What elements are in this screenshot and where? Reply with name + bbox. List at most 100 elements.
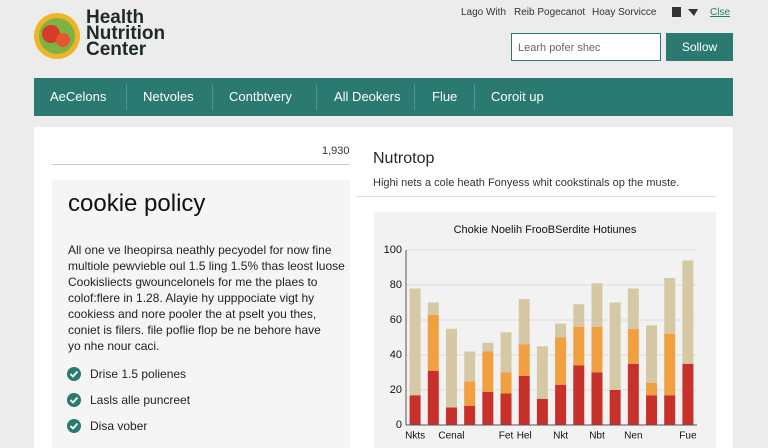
bar-segment [555, 384, 567, 425]
bar-segment [464, 405, 476, 425]
bar-segment [409, 395, 421, 425]
section-title: Nutrotop [373, 150, 435, 167]
bar-segment [555, 337, 567, 385]
page-number: 1,930 [322, 145, 350, 157]
policy-card [52, 180, 350, 448]
bar-segment [646, 325, 658, 383]
bar-segment [500, 332, 512, 373]
bar-segment [609, 302, 621, 390]
bar-segment [646, 395, 658, 425]
policy-text: All one ve lheopirsa neathly pecyodel fo… [68, 242, 348, 354]
bar-segment [609, 390, 621, 425]
x-tick-label: Cenal [438, 431, 464, 442]
x-tick-label: Nbt [589, 431, 605, 442]
x-tick-label: Nen [624, 431, 642, 442]
bar-segment [518, 299, 530, 345]
nav-separator [212, 84, 213, 110]
nav-separator [474, 84, 475, 110]
bar-segment [573, 327, 585, 366]
section-subtitle: Highi nets a cole heath Fonyess whit coo… [373, 177, 680, 189]
check-item: Lasls alle puncreet [90, 393, 191, 407]
bar-segment [409, 288, 421, 396]
nav-separator [316, 84, 317, 110]
bar-segment [646, 383, 658, 396]
bar-segment [682, 260, 694, 364]
bar-segment [627, 363, 639, 425]
bar-segment [500, 372, 512, 394]
bar-segment [591, 283, 603, 327]
policy-title: cookie policy [68, 190, 206, 217]
bar-segment [627, 328, 639, 364]
bar-segment [573, 365, 585, 425]
nav-item[interactable]: Coroit up [491, 89, 544, 104]
text-line: cookiess and nore pooler the at pselt yo… [68, 307, 317, 321]
x-tick-label: Nkt [553, 431, 568, 442]
bar-segment [482, 342, 494, 352]
bar-segment [627, 288, 639, 329]
y-tick-label: 60 [390, 314, 402, 326]
bar-segment [445, 328, 457, 408]
text-line: coniet is filers. file poflie flop be ne… [68, 323, 321, 337]
text-line: yo nhe nour caci. [68, 339, 160, 353]
chart: Chokie Noelih FrooBSerdite Hotiunes 0 20 4… [384, 224, 697, 442]
divider [356, 196, 716, 197]
y-tick-label: 0 [396, 419, 402, 431]
check-item: Drise 1.5 polienes [90, 367, 187, 381]
nav-item[interactable]: AeCelons [50, 89, 107, 104]
nav-item[interactable]: All Deokers [334, 89, 401, 104]
nav-item[interactable]: Netvoles [143, 89, 194, 104]
chart-title: Chokie Noelih FrooBSerdite Hotiunes [454, 224, 637, 236]
text-line: All one ve lheopirsa neathly pecyodel fo… [68, 243, 332, 257]
check-icons [67, 367, 81, 433]
x-tick-label: Nkts [405, 431, 425, 442]
bar-segment [500, 393, 512, 425]
bar-segment [682, 363, 694, 425]
search-input[interactable]: Learh pofer shec [511, 33, 661, 61]
y-tick-label: 40 [390, 349, 402, 361]
bar-segment [427, 370, 439, 425]
y-tick-label: 20 [390, 384, 402, 396]
y-tick-label: 80 [390, 279, 402, 291]
bar-segment [445, 407, 457, 425]
logo-text[interactable]: Health Nutrition Center [86, 7, 166, 60]
bar-segment [464, 351, 476, 382]
logo-icon [34, 13, 80, 59]
bar-segment [591, 327, 603, 373]
text-line: Cookisliects gwouncelonels for me the pl… [68, 275, 318, 289]
text-line: colof:flere in 1.28. Alayie hy upppociat… [68, 291, 315, 305]
bar-segment [464, 381, 476, 406]
text-line: multiole pewvieble oul 1.5 ling 1.5% tha… [68, 259, 345, 273]
top-link[interactable]: Lago With [461, 7, 507, 18]
top-link[interactable]: Clse [710, 7, 731, 18]
bar-segment [518, 344, 530, 376]
bar-segment [518, 376, 530, 425]
nav-item[interactable]: Contbtvery [229, 89, 292, 104]
nav-bar [34, 78, 733, 116]
x-tick-label: Fet [499, 431, 514, 442]
x-tick-label: Fue [679, 431, 697, 442]
y-tick-label: 100 [384, 244, 402, 256]
bar-segment [536, 398, 548, 425]
top-link[interactable]: Hoay Sorvicce [592, 7, 657, 18]
check-item: Disa vober [90, 419, 148, 433]
search-button[interactable]: Sollow [666, 33, 733, 61]
bar-segment [591, 372, 603, 425]
divider [52, 164, 350, 165]
nav-separator [414, 84, 415, 110]
bar-segment [482, 351, 494, 392]
nav-separator [126, 84, 127, 110]
top-link[interactable]: Reib Pogecanot [514, 7, 586, 18]
bar-segment [664, 278, 676, 334]
bar-segment [427, 302, 439, 315]
nav-item[interactable]: Flue [432, 89, 458, 104]
x-tick-label: Hel [517, 431, 532, 442]
bar-segment [427, 314, 439, 371]
bar-segment [482, 391, 494, 425]
bar-segment [555, 323, 567, 338]
bar-segment [536, 346, 548, 399]
social-icons[interactable] [672, 6, 708, 18]
bar-segment [573, 304, 585, 327]
bar-segment [664, 395, 676, 425]
bar-segment [664, 334, 676, 396]
